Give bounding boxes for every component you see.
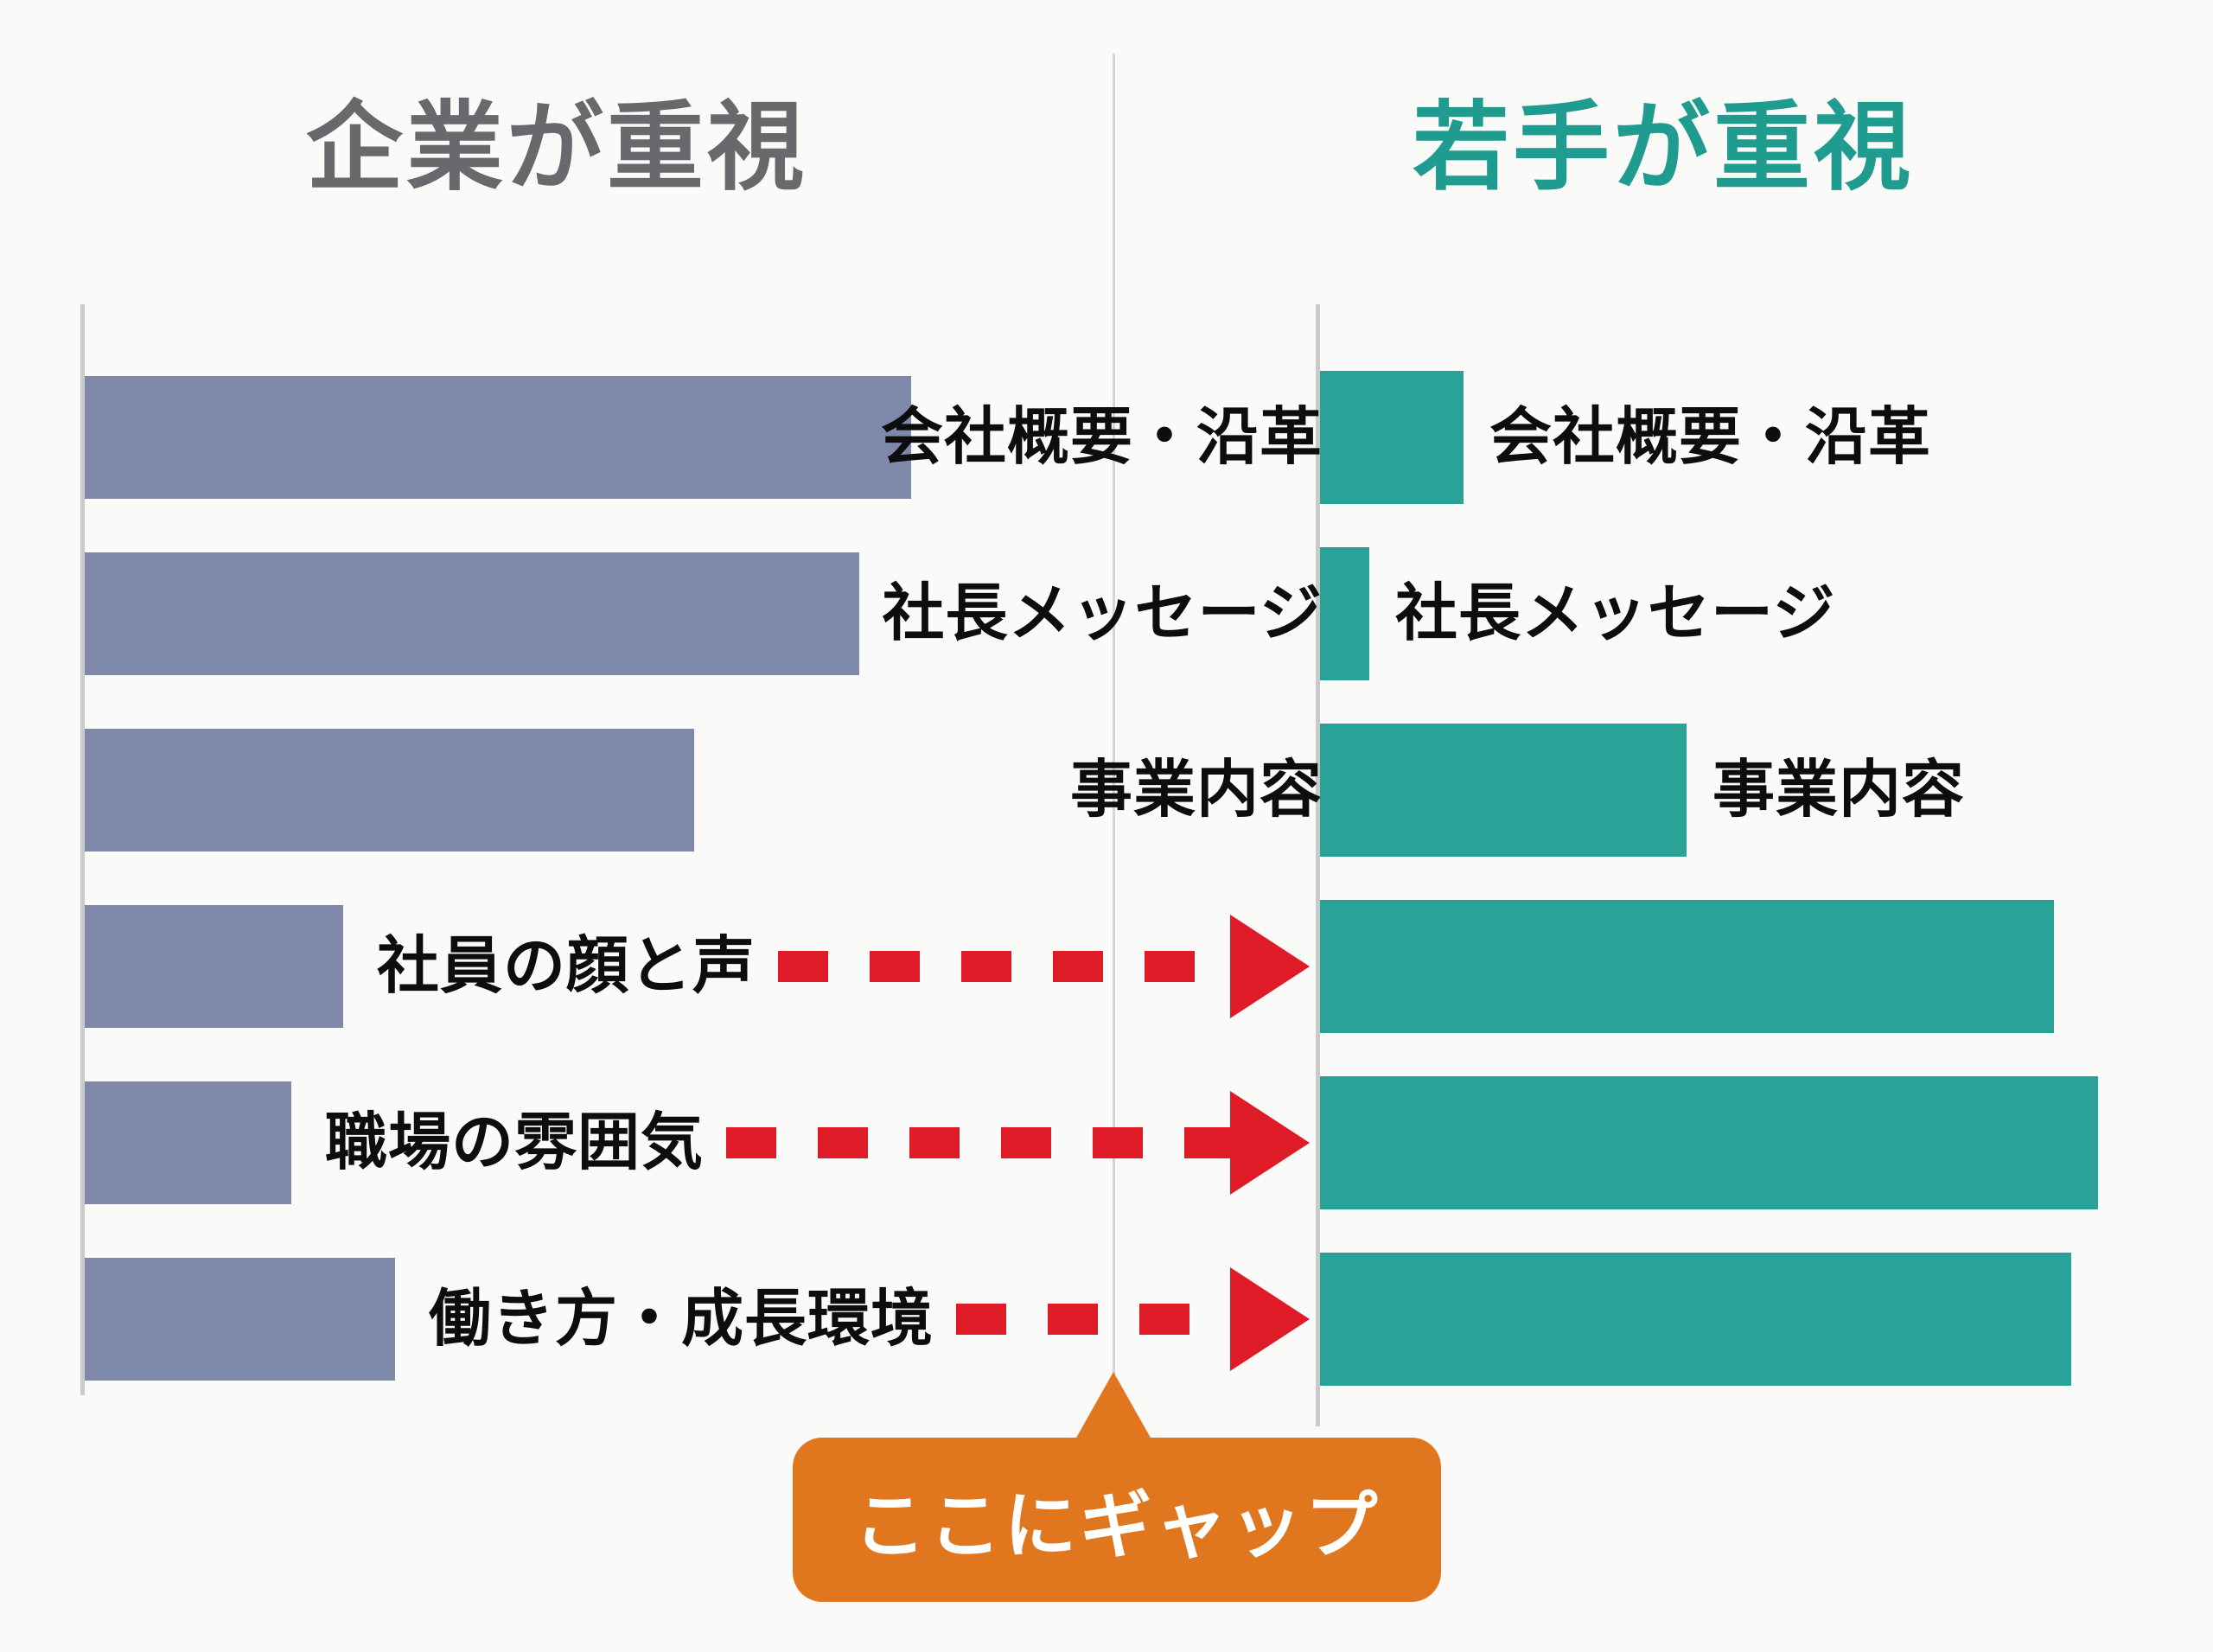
left-chart-title: 企業が重視: [306, 93, 807, 201]
gap-arrow: [956, 1231, 1310, 1407]
youth-bar: [1320, 1076, 2098, 1209]
company-bar: [85, 1258, 395, 1381]
category-label-right: 事業内容: [1712, 756, 1966, 825]
center-divider-line: [1113, 54, 1115, 1426]
company-bar: [85, 552, 859, 675]
youth-bar: [1320, 900, 2054, 1033]
chart-row: 会社概要・沿革 会社概要・沿革: [0, 349, 2213, 526]
category-label-left: 会社概要・沿革: [880, 403, 1323, 472]
company-bar: [85, 729, 694, 852]
company-bar: [85, 376, 911, 499]
callout-label: ここにギャップ: [853, 1484, 1381, 1566]
category-label-left: 社長メッセージ: [882, 579, 1323, 648]
right-axis-line: [1316, 304, 1320, 1426]
category-label-left: 働き方・成長環境: [429, 1285, 934, 1354]
youth-bar: [1320, 724, 1687, 857]
chart-row: 働き方・成長環境: [0, 1231, 2213, 1407]
chart-row: 社長メッセージ 社長メッセージ: [0, 526, 2213, 702]
callout-pointer-icon: [1075, 1372, 1151, 1439]
gap-arrow-dashes: [726, 1127, 1230, 1158]
gap-arrow-dashes: [956, 1304, 1230, 1335]
gap-arrow-head-icon: [1230, 1267, 1310, 1371]
category-label-left: 社員の顔と声: [377, 932, 756, 1001]
youth-bar: [1320, 1253, 2071, 1386]
gap-arrow-head-icon: [1230, 1091, 1310, 1195]
category-label-right: 会社概要・沿革: [1489, 403, 1932, 472]
right-chart-title: 若手が重視: [1413, 93, 1914, 201]
category-label-left: 職場の雰囲気: [325, 1108, 705, 1177]
gap-arrow: [778, 878, 1310, 1055]
chart-row: 職場の雰囲気: [0, 1055, 2213, 1231]
youth-bar: [1320, 547, 1369, 680]
chart-row: 事業内容 事業内容: [0, 702, 2213, 878]
chart-row: 社員の顔と声: [0, 878, 2213, 1055]
company-bar: [85, 905, 343, 1028]
company-bar: [85, 1081, 291, 1204]
gap-arrow-dashes: [778, 951, 1230, 982]
gap-arrow-head-icon: [1230, 915, 1310, 1018]
gap-arrow: [726, 1055, 1310, 1231]
gap-callout: ここにギャップ: [793, 1372, 1441, 1602]
category-label-right: 社長メッセージ: [1395, 579, 1836, 648]
left-axis-line: [80, 304, 85, 1395]
category-label-left: 事業内容: [1069, 756, 1323, 825]
youth-bar: [1320, 371, 1464, 504]
